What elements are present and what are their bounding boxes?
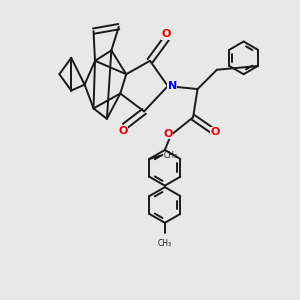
- Text: N: N: [168, 81, 177, 91]
- Text: O: O: [163, 129, 172, 139]
- Text: O: O: [211, 127, 220, 137]
- Text: CH₃: CH₃: [164, 152, 178, 160]
- Text: O: O: [118, 126, 128, 136]
- Text: O: O: [162, 29, 171, 39]
- Text: CH₃: CH₃: [158, 238, 172, 247]
